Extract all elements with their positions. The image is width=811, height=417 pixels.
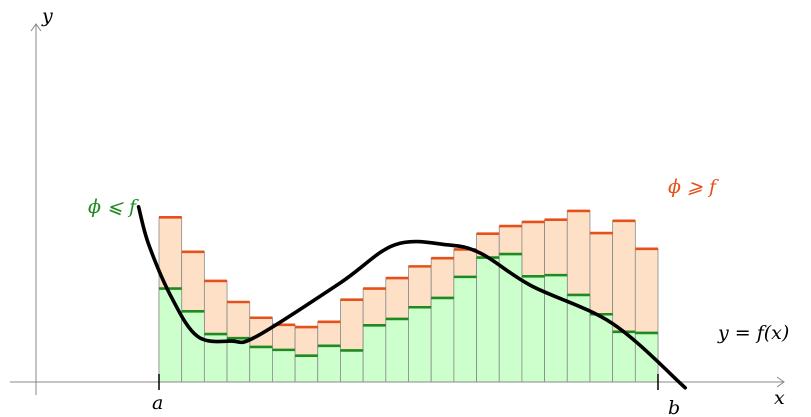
upper-step-label: ϕ ⩾ f	[668, 176, 719, 198]
lower-step-bar	[317, 345, 341, 383]
lower-step-bar	[408, 306, 432, 383]
x-axis-arrow	[776, 376, 785, 388]
function-curve	[136, 205, 687, 390]
lower-step-bar	[385, 318, 409, 383]
curve-label: y = f(x)	[717, 322, 789, 344]
lower-step-label: ϕ ⩽ f	[88, 196, 139, 218]
lower-step-bar	[272, 349, 296, 383]
lower-step-bar	[340, 350, 364, 383]
y-axis-arrow	[30, 23, 42, 32]
lower-step-bar	[249, 346, 273, 383]
lower-step-bar	[476, 257, 500, 383]
lower-step-bar	[362, 324, 387, 383]
lower-step-bar	[430, 297, 455, 383]
a-label: a	[152, 392, 163, 414]
lower-step-bar	[158, 288, 183, 383]
lower-step-bar	[226, 337, 251, 383]
x-axis-label: x	[774, 387, 785, 409]
lower-step-bar	[544, 274, 568, 383]
lower-step-bar	[453, 276, 477, 383]
lower-step-function	[158, 252, 659, 383]
axes	[10, 23, 785, 395]
lower-step-bar	[589, 313, 614, 383]
lower-step-bar	[294, 355, 319, 383]
y-axis-label: y	[41, 5, 53, 27]
b-label: b	[668, 397, 680, 417]
